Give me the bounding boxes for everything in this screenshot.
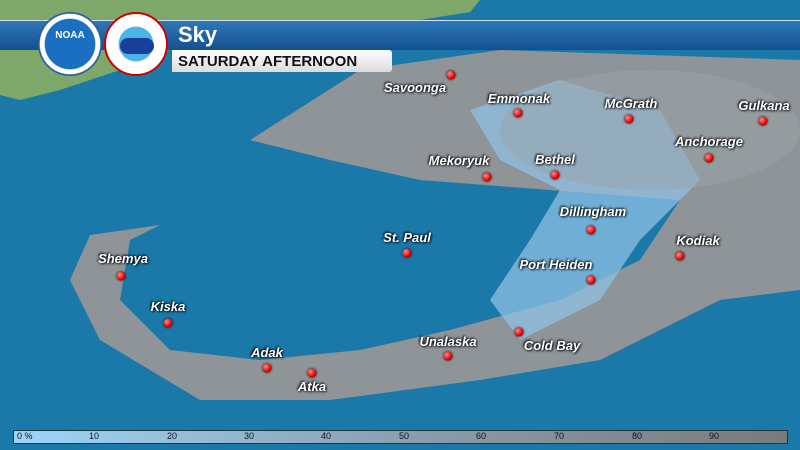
city-label: Anchorage — [675, 134, 743, 149]
city-dot — [624, 114, 634, 124]
city-label: Bethel — [535, 152, 575, 167]
legend-tick: 40 — [321, 431, 332, 441]
city-label: Savoonga — [383, 80, 447, 95]
map-title: Sky — [178, 22, 218, 47]
map-subtitle: SATURDAY AFTERNOON — [178, 53, 358, 70]
noaa-logo: NOAA — [38, 12, 102, 76]
legend-tick: 30 — [244, 431, 255, 441]
city-label: Cold Bay — [523, 338, 581, 353]
legend-tick: 20 — [167, 431, 178, 441]
city-dot — [704, 153, 714, 163]
city-dot — [675, 251, 685, 261]
legend-tick: 60 — [476, 431, 487, 441]
city-dot — [307, 368, 317, 378]
legend-tick: 70 — [554, 431, 565, 441]
alaska-mainland — [500, 70, 800, 190]
legend-tick: 0 % — [17, 431, 33, 441]
city-dot — [116, 271, 126, 281]
legend-tick: 80 — [632, 431, 643, 441]
city-dot — [482, 172, 492, 182]
city-label: Emmonak — [487, 91, 551, 106]
city-dot — [514, 327, 524, 337]
city-label: Adak — [251, 345, 283, 360]
legend-tick: 10 — [89, 431, 100, 441]
city-label: Shemya — [98, 251, 148, 266]
city-dot — [586, 225, 596, 235]
city-label: Kodiak — [676, 233, 720, 248]
city-dot — [758, 116, 768, 126]
city-dot — [586, 275, 596, 285]
city-label: Dillingham — [559, 204, 627, 219]
city-label: Kiska — [150, 299, 186, 314]
city-label: Unalaska — [419, 334, 477, 349]
city-label: Port Heiden — [519, 257, 593, 272]
sky-cover-legend: 0 % 10 20 30 40 50 60 70 80 90 — [13, 430, 788, 444]
legend-tick: 90 — [709, 431, 720, 441]
city-label: St. Paul — [383, 230, 431, 245]
city-dot — [163, 318, 173, 328]
city-label: Atka — [297, 379, 327, 394]
nws-logo — [104, 12, 168, 76]
city-label: Gulkana — [738, 98, 790, 113]
city-dot — [443, 351, 453, 361]
city-dot — [550, 170, 560, 180]
city-dot — [446, 70, 456, 80]
city-label: McGrath — [604, 96, 658, 111]
noaa-logo-text: NOAA — [55, 30, 85, 41]
city-dot — [262, 363, 272, 373]
legend-tick: 50 — [399, 431, 410, 441]
city-dot — [402, 248, 412, 258]
city-label: Mekoryuk — [428, 153, 490, 168]
subtitle-box — [172, 50, 392, 72]
city-dot — [513, 108, 523, 118]
